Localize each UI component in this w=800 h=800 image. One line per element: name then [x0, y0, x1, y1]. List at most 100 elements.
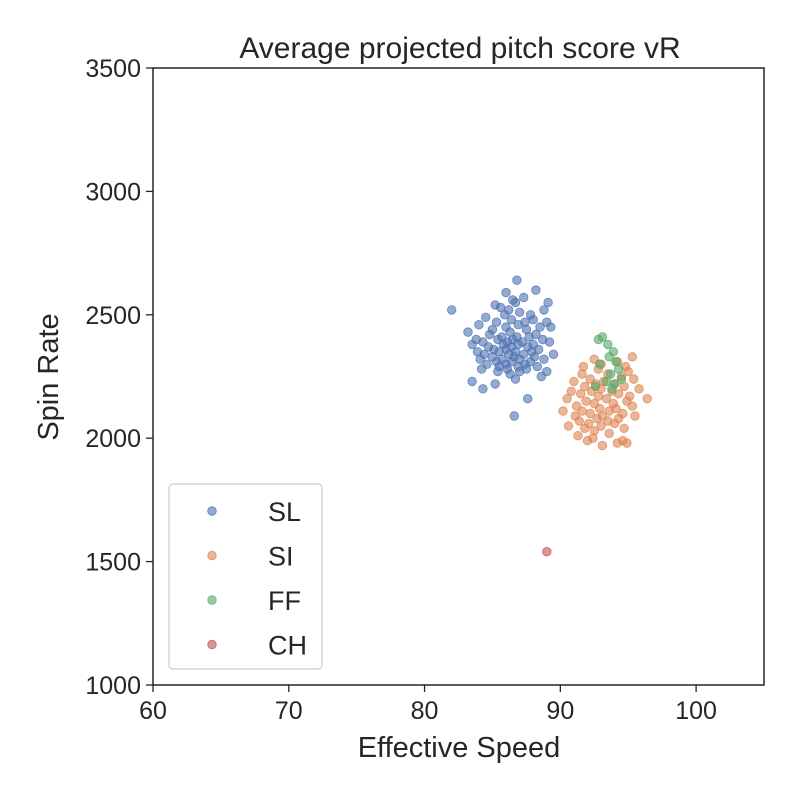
point-ff-10 — [601, 376, 612, 387]
point-ff-9 — [616, 374, 627, 384]
point-si-12 — [629, 374, 639, 384]
point-sl-87 — [523, 394, 533, 404]
series-sl — [447, 275, 559, 421]
point-si-42 — [585, 408, 595, 419]
point-sl-84 — [490, 379, 500, 389]
point-sl-6 — [510, 297, 521, 308]
point-si-36 — [627, 401, 638, 411]
point-sl-66 — [539, 354, 549, 364]
point-sl-85 — [510, 374, 521, 384]
point-si-29 — [601, 394, 612, 404]
point-sl-59 — [548, 349, 559, 360]
point-si-54 — [596, 421, 606, 431]
point-sl-1 — [501, 287, 511, 298]
point-sl-2 — [531, 285, 541, 295]
plot-frame — [152, 67, 765, 686]
point-ff-12 — [590, 381, 601, 392]
point-si-46 — [630, 411, 640, 421]
legend-marker-si — [207, 550, 217, 561]
point-si-7 — [623, 366, 633, 377]
data-points — [447, 275, 652, 557]
point-si-47 — [592, 413, 602, 424]
point-si-64 — [597, 440, 608, 451]
point-ff-4 — [604, 352, 614, 362]
legend-marker-sl — [207, 506, 217, 516]
y-tick-label: 1500 — [85, 549, 141, 577]
point-si-52 — [609, 418, 620, 429]
point-sl-79 — [493, 366, 503, 377]
point-si-24 — [576, 389, 586, 399]
point-sl-88 — [509, 411, 519, 421]
point-sl-23 — [535, 322, 545, 332]
point-ff-1 — [597, 332, 608, 342]
point-sl-90 — [542, 366, 552, 377]
point-sl-15 — [506, 315, 517, 325]
series-si — [558, 352, 652, 451]
point-ff-13 — [607, 384, 617, 394]
point-sl-29 — [485, 329, 495, 340]
legend-label-ff: FF — [268, 586, 301, 616]
point-sl-33 — [524, 332, 534, 342]
point-si-39 — [558, 406, 568, 416]
point-si-0 — [627, 352, 638, 362]
point-si-55 — [580, 423, 590, 434]
point-sl-11 — [514, 307, 525, 318]
y-tick-label: 1000 — [85, 672, 141, 700]
point-ch-0 — [542, 547, 552, 557]
point-ff-2 — [603, 339, 613, 350]
point-sl-8 — [543, 297, 553, 308]
point-si-53 — [563, 421, 574, 431]
series-ff — [590, 332, 627, 394]
y-tick-label: 2000 — [85, 425, 141, 453]
y-axis-label: Spin Rate — [33, 313, 65, 440]
point-si-65 — [622, 438, 632, 448]
legend-label-sl: SL — [268, 497, 301, 527]
point-sl-86 — [478, 384, 488, 394]
y-axis-ticks: 1000 1500 2000 2500 3000 3500 — [85, 55, 153, 700]
point-sl-13 — [500, 310, 510, 320]
point-sl-9 — [539, 305, 549, 315]
point-sl-83 — [467, 376, 477, 387]
y-tick-label: 3000 — [85, 178, 141, 206]
point-si-25 — [614, 389, 624, 399]
x-axis-label: Effective Speed — [358, 732, 561, 764]
point-sl-75 — [532, 361, 543, 372]
x-tick-label: 70 — [275, 697, 303, 725]
x-tick-label: 80 — [411, 697, 439, 725]
series-ch — [542, 547, 552, 557]
point-si-28 — [562, 394, 572, 404]
point-si-63 — [612, 438, 623, 448]
point-sl-80 — [514, 366, 525, 377]
x-tick-label: 60 — [139, 697, 167, 725]
y-tick-label: 3500 — [85, 55, 141, 83]
point-ff-6 — [595, 359, 605, 369]
point-si-56 — [619, 423, 629, 434]
x-tick-label: 90 — [546, 697, 574, 725]
point-sl-76 — [476, 364, 487, 374]
point-sl-17 — [491, 317, 502, 327]
point-sl-20 — [474, 320, 484, 330]
point-sl-63 — [475, 354, 485, 364]
point-sl-21 — [513, 320, 523, 330]
legend-box — [168, 483, 323, 670]
point-si-20 — [634, 384, 644, 394]
legend-marker-ff — [207, 595, 217, 605]
point-sl-89 — [447, 305, 457, 315]
point-si-58 — [604, 428, 614, 439]
legend-label-si: SI — [268, 542, 294, 572]
point-ff-7 — [614, 364, 624, 374]
point-sl-0 — [512, 275, 522, 285]
legend-marker-ch — [207, 639, 217, 650]
legend-label-ch: CH — [268, 631, 307, 661]
point-sl-16 — [528, 315, 538, 325]
point-sl-27 — [463, 327, 473, 337]
point-si-30 — [642, 394, 652, 404]
point-sl-42 — [467, 339, 477, 350]
y-tick-label: 2500 — [85, 302, 141, 330]
point-si-41 — [604, 406, 614, 416]
point-si-8 — [577, 369, 587, 379]
point-si-59 — [573, 431, 583, 441]
point-sl-3 — [519, 292, 529, 303]
point-si-21 — [566, 386, 576, 397]
x-axis-ticks: 60 70 80 90 100 — [139, 685, 717, 725]
